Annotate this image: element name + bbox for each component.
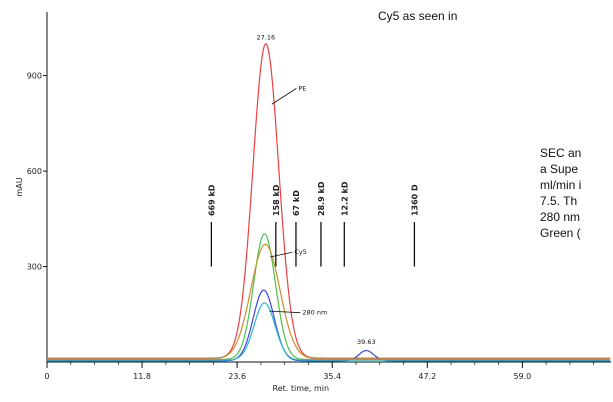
series-label-leader bbox=[271, 88, 297, 105]
axes bbox=[46, 12, 611, 363]
peak-label: 39.63 bbox=[357, 338, 376, 346]
caption-line: a Supe bbox=[540, 162, 579, 176]
annotations: 27.16 39.63 PE Cy5 280 nm bbox=[257, 34, 376, 346]
series-line-0 bbox=[47, 43, 611, 359]
series-label: 280 nm bbox=[302, 309, 327, 317]
series-label: PE bbox=[298, 84, 306, 92]
mw-standard-label: 669 kD bbox=[207, 184, 216, 216]
x-tick-label: 47.2 bbox=[418, 372, 436, 381]
mw-standards: 669 kD 158 kD 67 kD 28.9 kD 12.2 kD 1360 D bbox=[207, 181, 419, 267]
series-label: Cy5 bbox=[294, 248, 307, 256]
series-line-4 bbox=[47, 243, 611, 360]
series-line-1 bbox=[47, 233, 611, 361]
x-ticks: 0 11.8 23.6 35.4 47.2 59.0 bbox=[44, 362, 595, 381]
caption-body: SEC an a Supe ml/min i 7.5. Th 280 nm Green ( bbox=[540, 145, 581, 241]
peak-label: 27.16 bbox=[257, 34, 276, 42]
y-tick-label: 900 bbox=[27, 72, 42, 81]
x-axis-title: Ret. time, min bbox=[273, 384, 330, 393]
series-label-leader bbox=[269, 310, 301, 314]
caption-top: Cy5 as seen in bbox=[378, 9, 458, 23]
mw-standard-label: 12.2 kD bbox=[340, 181, 349, 216]
mw-standard-label: 1360 D bbox=[410, 184, 419, 216]
caption-line: SEC an bbox=[540, 146, 582, 160]
x-tick-label: 23.6 bbox=[228, 372, 246, 381]
series-line-2 bbox=[47, 289, 611, 362]
x-tick-label: 35.4 bbox=[323, 372, 341, 381]
series-label-leader bbox=[270, 251, 293, 258]
mw-standard-label: 28.9 kD bbox=[317, 181, 326, 216]
y-axis-title: mAU bbox=[15, 177, 24, 196]
mw-standard-label: 67 kD bbox=[292, 190, 301, 216]
y-ticks: 300 600 900 bbox=[27, 72, 47, 272]
mw-standard-label: 158 kD bbox=[272, 184, 281, 216]
caption-line: Green ( bbox=[540, 226, 581, 240]
series-line-3 bbox=[47, 302, 611, 361]
series-lines bbox=[47, 43, 611, 362]
y-tick-label: 300 bbox=[27, 263, 42, 272]
x-tick-label: 11.8 bbox=[133, 372, 151, 381]
caption-line: 280 nm bbox=[540, 210, 581, 224]
caption-line: ml/min i bbox=[540, 178, 582, 192]
y-tick-label: 600 bbox=[27, 167, 42, 176]
x-tick-label: 59.0 bbox=[513, 372, 531, 381]
x-tick-label: 0 bbox=[44, 372, 49, 381]
caption-line: 7.5. Th bbox=[540, 194, 578, 208]
